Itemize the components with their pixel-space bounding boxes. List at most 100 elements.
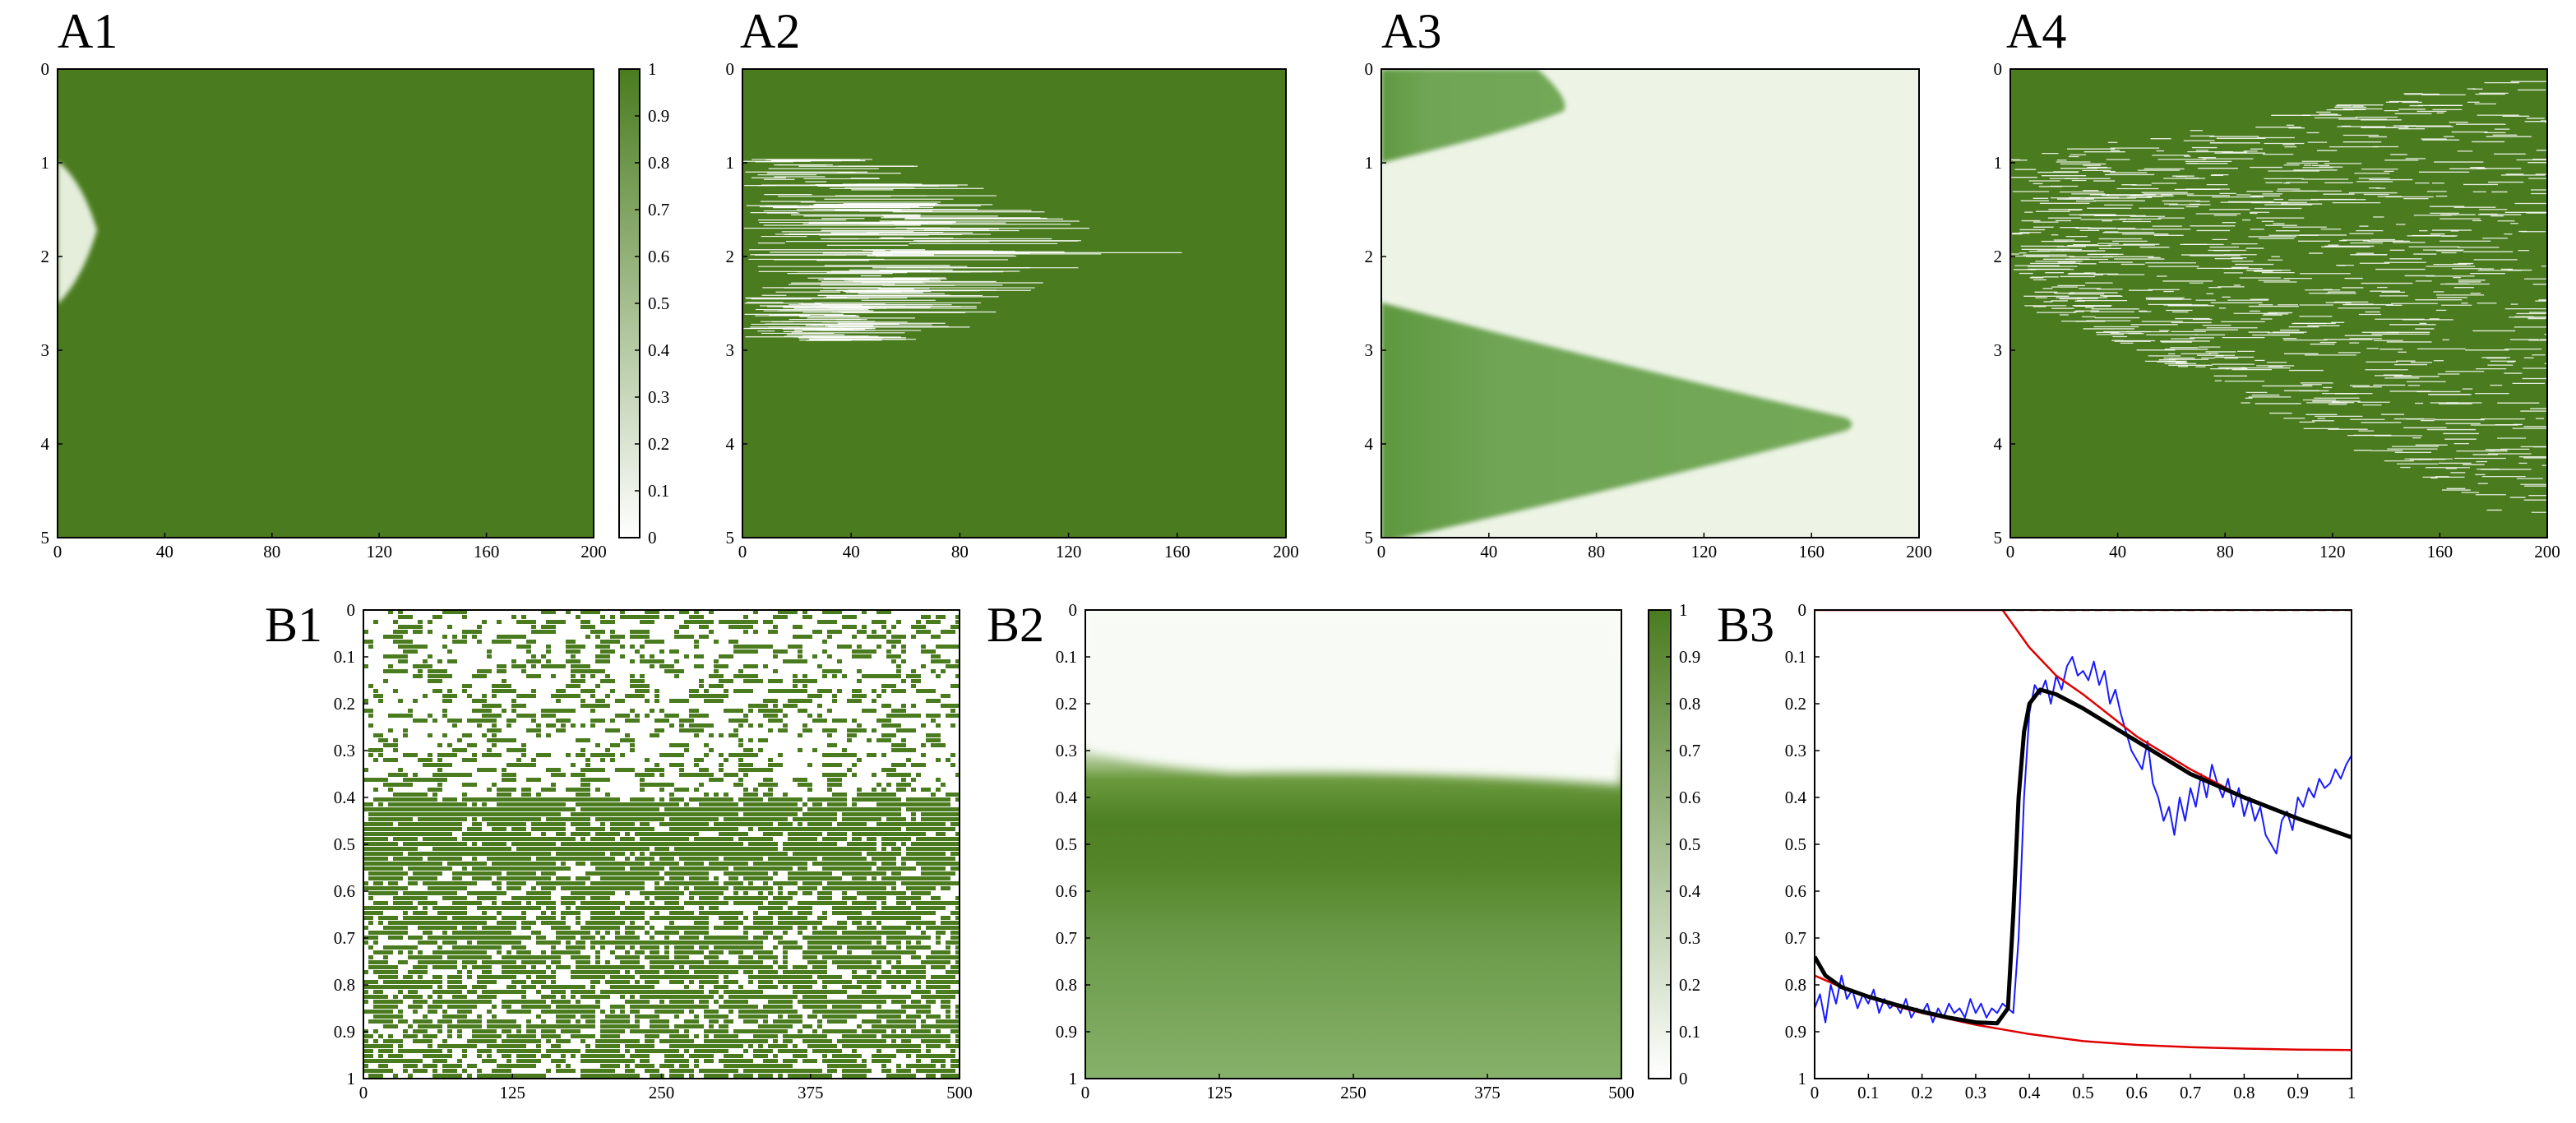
b1-speck — [383, 857, 388, 861]
b1-speck — [368, 871, 373, 876]
b1-speck — [526, 847, 531, 851]
b1-speck — [709, 896, 714, 900]
b1-speck — [798, 842, 802, 846]
b1-speck — [950, 723, 955, 728]
b1-speck — [926, 891, 931, 895]
b1-speck — [640, 842, 654, 846]
b1-speck — [753, 950, 758, 954]
b1-speck — [511, 867, 516, 871]
b1-speck — [393, 916, 398, 920]
b1-speck — [585, 783, 590, 787]
b1-speck — [551, 807, 556, 811]
b1-speck — [418, 620, 423, 624]
b1-speck — [457, 921, 462, 925]
b1-speck — [867, 867, 872, 871]
b1-speck — [783, 921, 798, 925]
b1-speck — [896, 669, 901, 673]
b1-speck — [546, 807, 551, 811]
b1-speck — [398, 630, 403, 634]
b1-speck — [536, 723, 541, 728]
b1-speck — [881, 768, 896, 772]
b1-speck — [585, 669, 600, 673]
b1-speck — [472, 921, 487, 925]
b1-speck — [650, 827, 654, 831]
b1-speck — [674, 827, 679, 831]
b1-speck — [802, 891, 807, 895]
b1-speck — [378, 738, 383, 742]
b1-speck — [728, 837, 733, 841]
b1-speck — [556, 955, 561, 959]
y-tick-label: 0 — [726, 59, 735, 79]
b1-speck — [363, 867, 368, 871]
b1-speck — [482, 753, 497, 757]
b1-speck — [743, 837, 748, 841]
b1-speck — [640, 674, 645, 678]
b1-speck — [363, 862, 368, 866]
b1-speck — [753, 852, 768, 856]
b1-speck — [955, 896, 960, 900]
b1-speck — [585, 857, 590, 861]
colorbar-a-ticks: 00.10.20.30.40.50.60.70.80.91 — [635, 59, 670, 548]
b1-speck — [645, 822, 650, 826]
b1-speck — [408, 793, 423, 797]
b1-speck — [388, 669, 393, 673]
b1-speck — [876, 857, 881, 861]
b1-speck — [822, 940, 827, 945]
b1-speck — [516, 916, 521, 920]
b1-speck — [822, 891, 827, 895]
b1-speck — [950, 926, 955, 930]
b1-speck — [408, 778, 423, 782]
b1-speck — [561, 837, 566, 841]
b1-speck — [423, 871, 437, 876]
b1-speck — [408, 615, 413, 619]
b1-speck — [936, 615, 941, 619]
b1-speck — [837, 901, 842, 905]
b1-speck — [862, 867, 867, 871]
b1-speck — [728, 916, 733, 920]
b1-speck — [462, 847, 467, 851]
b1-speck — [551, 674, 556, 678]
b1-speck — [783, 862, 788, 866]
b1-speck — [788, 891, 793, 895]
b1-speck — [590, 886, 595, 890]
b1-speck — [748, 881, 753, 885]
b1-speck — [941, 797, 946, 802]
b1-speck — [906, 807, 911, 811]
b1-speck — [561, 921, 566, 925]
a3-frame — [1380, 68, 1920, 538]
colorbar-tick-label: 0.9 — [648, 106, 669, 126]
b1-speck — [738, 778, 743, 782]
b1-speck — [704, 812, 709, 816]
b1-speck — [699, 684, 704, 688]
b1-speck — [733, 783, 738, 787]
b1-speck — [615, 921, 620, 925]
b1-speck — [600, 620, 605, 624]
b1-speck — [472, 699, 487, 703]
b1-speck — [452, 827, 457, 831]
b1-speck — [472, 891, 477, 895]
b1-speck — [640, 916, 645, 920]
b1-speck — [585, 817, 590, 821]
b1-speck — [487, 891, 492, 895]
b1-speck — [674, 674, 679, 678]
b1-speck — [891, 847, 896, 851]
b1-speck — [941, 827, 955, 831]
b1-speck — [817, 842, 822, 846]
b1-speck — [837, 945, 842, 950]
b1-speck — [546, 847, 551, 851]
b1-speck — [778, 728, 783, 732]
b1-speck — [896, 827, 901, 831]
b1-speck — [842, 891, 847, 895]
b1-speck — [654, 694, 659, 698]
b1-speck — [595, 916, 600, 920]
b1-speck — [773, 945, 778, 950]
b1-speck — [802, 728, 807, 732]
y-tick-label: 3 — [1365, 340, 1374, 360]
b1-speck — [541, 881, 546, 885]
b1-speck — [659, 812, 664, 816]
b1-speck — [437, 659, 442, 663]
b1-speck — [645, 891, 650, 895]
b1-speck — [817, 931, 822, 935]
b1-speck — [383, 679, 388, 683]
b1-speck — [733, 936, 748, 940]
